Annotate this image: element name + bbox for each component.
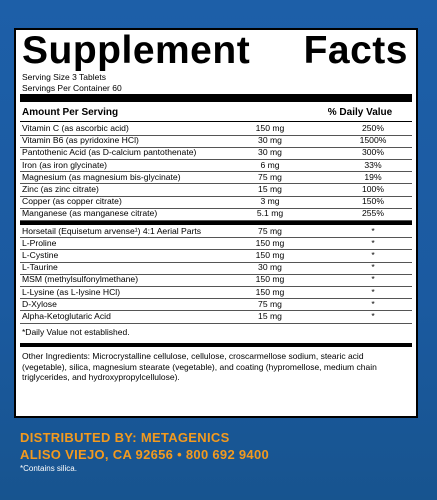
other-ingredients: Other Ingredients: Microcrystalline cell… (22, 351, 377, 383)
thick-rule (20, 94, 412, 102)
distributor: DISTRIBUTED BY: METAGENICS (20, 430, 230, 445)
thick-rule (20, 343, 412, 348)
nutrient-row: L-Cystine 150 mg * (20, 250, 412, 263)
thick-rule (20, 220, 412, 225)
amount: 75 mg (258, 225, 282, 236)
amount: 30 mg (258, 147, 282, 158)
column-header: Amount Per Serving (22, 107, 119, 118)
amount: 150 mg (255, 274, 285, 285)
amount: 6 mg (260, 159, 280, 170)
nutrient-row: L-Proline 150 mg * (20, 238, 412, 251)
nutrient-row: Zinc (as zinc citrate) 15 mg 100% (20, 184, 412, 197)
nutrient-name: Manganese (as manganese citrate) (22, 208, 158, 219)
nutrient-row: MSM (methylsulfonylmethane) 150 mg * (20, 274, 412, 287)
servings-per-container: Servings Per Container 60 (22, 83, 122, 93)
nutrient-name: Horsetail (Equisetum arvense¹) 4:1 Aeria… (22, 225, 202, 236)
amount: 30 mg (258, 262, 282, 273)
column-header: % Daily Value (327, 107, 393, 118)
nutrient-name: Vitamin C (as ascorbic acid) (22, 123, 129, 133)
daily-value: * (371, 298, 375, 309)
daily-value: * (371, 262, 375, 273)
address: ALISO VIEJO, CA 92656 • 800 692 9400 (20, 447, 270, 462)
daily-value: * (371, 274, 375, 285)
nutrient-name: D-Xylose (22, 298, 57, 309)
nutrient-name: L-Lysine (as L-lysine HCl) (22, 286, 121, 297)
nutrient-row: Horsetail (Equisetum arvense¹) 4:1 Aeria… (20, 226, 412, 239)
amount: 5.1 mg (256, 208, 284, 219)
nutrient-row: Manganese (as manganese citrate) 5.1 mg 25… (20, 208, 412, 221)
daily-value: 250% (362, 123, 384, 133)
amount: 30 mg (258, 135, 282, 146)
nutrient-row: L-Taurine 30 mg * (20, 262, 412, 275)
amount: 75 mg (258, 171, 282, 182)
daily-value: 1500% (359, 135, 387, 146)
nutrient-row: Vitamin B6 (as pyridoxine HCl) 30 mg 1500% (20, 135, 412, 148)
daily-value: 33% (364, 159, 382, 170)
amount: 150 mg (255, 237, 285, 248)
nutrient-row: Alpha-Ketoglutaric Acid 15 mg * (20, 311, 412, 324)
title-left: Supplement (22, 29, 251, 72)
daily-value: 19% (364, 171, 382, 182)
nutrient-name: L-Proline (22, 237, 57, 248)
daily-value: * (371, 250, 375, 260)
title-right: Facts (303, 29, 408, 72)
nutrient-row: Copper (as copper citrate) 3 mg 150% (20, 196, 412, 209)
facts-panel: Supplement Facts Serving Size 3 Tablets … (14, 28, 418, 418)
nutrient-row: L-Lysine (as L-lysine HCl) 150 mg * (20, 287, 412, 300)
amount: 3 mg (260, 196, 280, 207)
nutrient-name: Iron (as iron glycinate) (22, 159, 108, 170)
daily-value: * (371, 225, 375, 236)
nutrient-name: MSM (methylsulfonylmethane) (22, 274, 139, 285)
header-row: Amount Per Serving % Daily Value (20, 105, 412, 122)
nutrient-row: D-Xylose 75 mg * (20, 299, 412, 312)
nutrient-name: Copper (as copper citrate) (22, 196, 122, 207)
nutrient-name: L-Taurine (22, 262, 58, 273)
daily-value: 100% (362, 184, 384, 194)
nutrient-row: Pantothenic Acid (as D-calcium pantothen… (20, 147, 412, 160)
daily-value: * (371, 286, 375, 297)
nutrient-name: Magnesium (as magnesium bis-glycinate) (22, 171, 181, 182)
footer-note: *Contains silica. (20, 464, 77, 473)
amount: 15 mg (258, 184, 282, 194)
nutrient-row: Iron (as iron glycinate) 6 mg 33% (20, 160, 412, 173)
amount: 15 mg (258, 311, 282, 321)
amount: 150 mg (255, 286, 285, 297)
nutrient-name: Vitamin B6 (as pyridoxine HCl) (22, 135, 139, 146)
daily-value: 150% (362, 196, 384, 207)
daily-value: 300% (362, 147, 384, 158)
nutrient-name: L-Cystine (22, 250, 59, 260)
daily-value: * (371, 237, 375, 248)
serving-size: Serving Size 3 Tablets (22, 72, 106, 82)
daily-value: * (371, 311, 375, 321)
nutrient-name: Pantothenic Acid (as D-calcium pantothen… (22, 147, 197, 158)
daily-value: 255% (362, 208, 384, 219)
title: Supplement Facts (22, 30, 408, 72)
nutrient-name: Zinc (as zinc citrate) (22, 184, 99, 194)
amount: 150 mg (255, 250, 285, 260)
nutrient-row: Magnesium (as magnesium bis-glycinate) 75… (20, 172, 412, 185)
nutrient-name: Alpha-Ketoglutaric Acid (22, 311, 111, 321)
amount: 75 mg (258, 298, 282, 309)
nutrient-row: Vitamin C (as ascorbic acid) 150 mg 250% (20, 123, 412, 136)
amount: 150 mg (255, 123, 285, 133)
footnote: *Daily Value not established. (22, 327, 130, 338)
